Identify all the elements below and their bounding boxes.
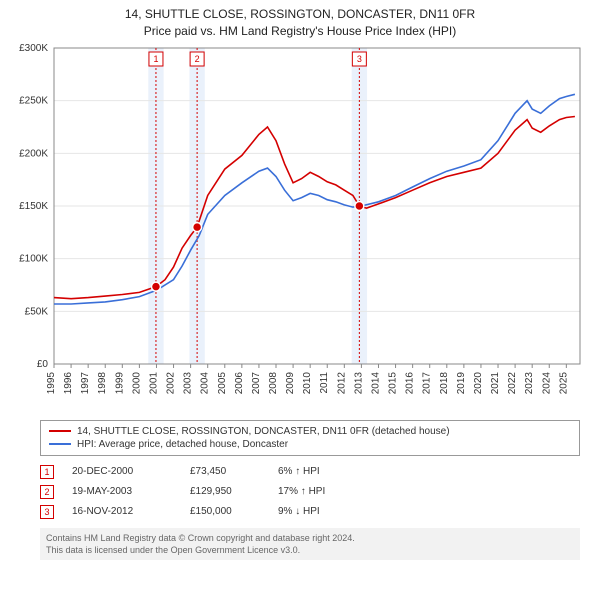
svg-text:2000: 2000 — [131, 371, 142, 394]
svg-text:1999: 1999 — [114, 371, 125, 394]
svg-text:2022: 2022 — [507, 371, 518, 394]
svg-text:2016: 2016 — [405, 371, 416, 394]
svg-text:2023: 2023 — [524, 371, 535, 394]
svg-text:1: 1 — [153, 53, 158, 63]
legend-swatch — [49, 430, 71, 432]
svg-text:2: 2 — [195, 53, 200, 63]
event-date: 16-NOV-2012 — [72, 506, 172, 517]
svg-text:3: 3 — [357, 53, 362, 63]
svg-text:2017: 2017 — [422, 371, 433, 394]
event-row: 2 19-MAY-2003 £129,950 17% ↑ HPI — [40, 482, 580, 502]
footer-line-1: Contains HM Land Registry data © Crown c… — [46, 532, 574, 544]
event-table: 1 20-DEC-2000 £73,450 6% ↑ HPI 2 19-MAY-2003 £… — [40, 462, 580, 522]
svg-text:1997: 1997 — [80, 371, 91, 394]
page: 14, SHUTTLE CLOSE, ROSSINGTON, DONCASTER… — [0, 0, 600, 560]
svg-text:1998: 1998 — [97, 371, 108, 394]
svg-text:2006: 2006 — [234, 371, 245, 394]
svg-text:2019: 2019 — [456, 371, 467, 394]
svg-text:£100K: £100K — [19, 253, 48, 264]
event-price: £129,950 — [190, 486, 260, 497]
svg-text:2014: 2014 — [370, 371, 381, 394]
event-delta: 17% ↑ HPI — [278, 486, 358, 497]
svg-text:2001: 2001 — [148, 371, 159, 394]
legend-label: 14, SHUTTLE CLOSE, ROSSINGTON, DONCASTER… — [77, 426, 450, 437]
svg-text:2020: 2020 — [473, 371, 484, 394]
svg-text:2007: 2007 — [251, 371, 262, 394]
svg-text:2002: 2002 — [166, 371, 177, 394]
legend: 14, SHUTTLE CLOSE, ROSSINGTON, DONCASTER… — [40, 420, 580, 456]
svg-text:£200K: £200K — [19, 148, 48, 159]
svg-text:£50K: £50K — [25, 306, 49, 317]
legend-item: 14, SHUTTLE CLOSE, ROSSINGTON, DONCASTER… — [49, 425, 571, 438]
svg-text:2013: 2013 — [353, 371, 364, 394]
event-delta: 9% ↓ HPI — [278, 506, 358, 517]
price-chart: £0 £50K £100K £150K £200K £250K £300K 1995 1996 1… — [10, 42, 590, 412]
svg-text:2015: 2015 — [388, 371, 399, 394]
event-row: 1 20-DEC-2000 £73,450 6% ↑ HPI — [40, 462, 580, 482]
event-marker: 2 — [40, 485, 54, 499]
svg-text:2010: 2010 — [302, 371, 313, 394]
event-row: 3 16-NOV-2012 £150,000 9% ↓ HPI — [40, 502, 580, 522]
legend-item: HPI: Average price, detached house, Donc… — [49, 438, 571, 451]
chart-title-2: Price paid vs. HM Land Registry's House … — [10, 23, 590, 40]
event-date: 19-MAY-2003 — [72, 486, 172, 497]
chart-area: £0 £50K £100K £150K £200K £250K £300K 1995 1996 1… — [10, 42, 590, 412]
event-marker: 3 — [40, 505, 54, 519]
legend-swatch — [49, 443, 71, 445]
svg-text:£300K: £300K — [19, 43, 48, 54]
svg-text:1995: 1995 — [46, 371, 57, 394]
svg-text:£0: £0 — [37, 359, 49, 370]
svg-text:£250K: £250K — [19, 95, 48, 106]
svg-text:2025: 2025 — [558, 371, 569, 394]
svg-text:2005: 2005 — [217, 371, 228, 394]
svg-text:2011: 2011 — [319, 371, 330, 393]
event-delta: 6% ↑ HPI — [278, 466, 358, 477]
svg-text:2008: 2008 — [268, 371, 279, 394]
attribution-footer: Contains HM Land Registry data © Crown c… — [40, 528, 580, 560]
svg-text:£150K: £150K — [19, 201, 48, 212]
svg-text:2024: 2024 — [541, 371, 552, 394]
svg-text:2018: 2018 — [439, 371, 450, 394]
svg-text:2012: 2012 — [336, 371, 347, 394]
svg-text:2004: 2004 — [200, 371, 211, 394]
event-date: 20-DEC-2000 — [72, 466, 172, 477]
legend-label: HPI: Average price, detached house, Donc… — [77, 439, 288, 450]
svg-text:1996: 1996 — [63, 371, 74, 394]
chart-titles: 14, SHUTTLE CLOSE, ROSSINGTON, DONCASTER… — [0, 0, 600, 42]
svg-text:2009: 2009 — [285, 371, 296, 394]
event-price: £73,450 — [190, 466, 260, 477]
event-price: £150,000 — [190, 506, 260, 517]
svg-text:2021: 2021 — [490, 371, 501, 394]
event-marker: 1 — [40, 465, 54, 479]
chart-title-1: 14, SHUTTLE CLOSE, ROSSINGTON, DONCASTER… — [10, 6, 590, 23]
svg-text:2003: 2003 — [183, 371, 194, 394]
footer-line-2: This data is licensed under the Open Gov… — [46, 544, 574, 556]
